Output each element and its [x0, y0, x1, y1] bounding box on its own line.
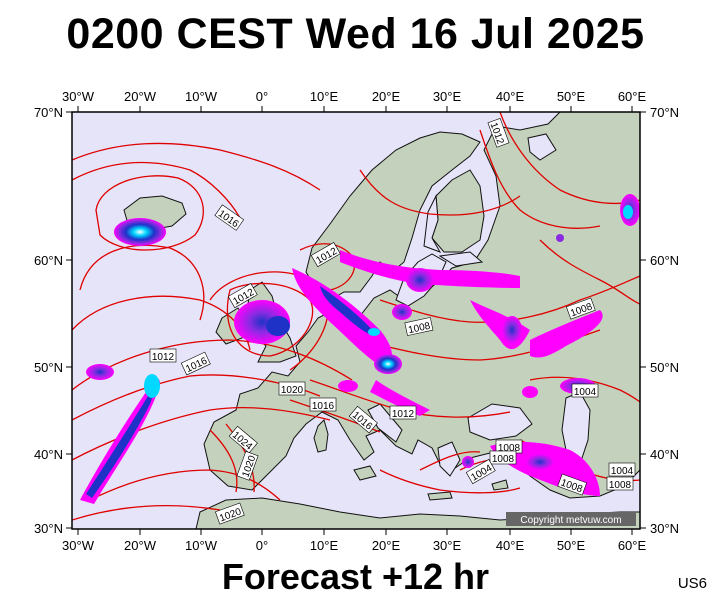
- lon-label: 0°: [256, 89, 268, 104]
- product-code: US6: [677, 575, 707, 592]
- lon-label: 10°W: [185, 538, 218, 553]
- isobar-label: 1004: [574, 387, 597, 398]
- lat-labels-right: 70°N 60°N 50°N 40°N 30°N: [650, 105, 679, 536]
- copyright-box: Copyright metvuw.com: [506, 512, 636, 526]
- isobar-label: 1008: [609, 480, 632, 491]
- copyright-text: Copyright metvuw.com: [520, 515, 621, 526]
- lon-label: 20°W: [124, 89, 157, 104]
- map-border: [71, 111, 641, 530]
- lon-label: 20°W: [124, 538, 157, 553]
- precipitation: [80, 194, 640, 504]
- lon-label: 10°E: [310, 89, 339, 104]
- lat-label: 30°N: [34, 521, 63, 536]
- lon-label: 30°E: [433, 538, 462, 553]
- lon-labels-top: 30°W 20°W 10°W 0° 10°E 20°E 30°E 40°E 50…: [62, 89, 646, 104]
- lat-label: 60°N: [34, 253, 63, 268]
- lon-label: 10°W: [185, 89, 218, 104]
- isobar-label: 1012: [152, 352, 175, 363]
- sicily: [353, 465, 377, 481]
- lat-label: 70°N: [34, 105, 63, 120]
- lon-label: 40°E: [496, 89, 525, 104]
- lat-label: 40°N: [34, 447, 63, 462]
- lon-label: 30°W: [62, 89, 95, 104]
- forecast-label: Forecast +12 hr: [221, 556, 490, 597]
- adriatic-sea: [367, 403, 403, 443]
- lon-label: 20°E: [372, 538, 401, 553]
- lat-label: 50°N: [650, 360, 679, 375]
- isobar-label: 1008: [492, 454, 515, 465]
- lon-labels-bottom: 30°W 20°W 10°W 0° 10°E 20°E 30°E 40°E 50…: [62, 538, 646, 553]
- lat-label: 70°N: [650, 105, 679, 120]
- isobar-label: 1016: [312, 401, 335, 412]
- lon-label: 50°E: [557, 538, 586, 553]
- isobar-label: 1008: [498, 443, 521, 454]
- white-sea: [527, 133, 557, 161]
- lon-label: 20°E: [372, 89, 401, 104]
- lat-label: 60°N: [650, 253, 679, 268]
- lat-label: 40°N: [650, 447, 679, 462]
- gulf-of-finland: [438, 251, 484, 267]
- lon-label: 50°E: [557, 89, 586, 104]
- lon-label: 60°E: [618, 538, 647, 553]
- isobar-label: 1004: [611, 466, 634, 477]
- isobar-label: 1012: [392, 409, 415, 420]
- lon-label: 30°W: [62, 538, 95, 553]
- isobar-label: 1008: [407, 321, 431, 336]
- lat-label: 30°N: [650, 521, 679, 536]
- corsica-sardinia: [313, 419, 329, 453]
- isobar-label: 1020: [281, 385, 304, 396]
- gulf-of-bothnia: [423, 194, 442, 253]
- aegean-sea: [437, 441, 461, 477]
- axis-ticks: [66, 106, 646, 535]
- lat-label: 50°N: [34, 360, 63, 375]
- lon-label: 0°: [256, 538, 268, 553]
- isobar-labels: 1012 1016 1012 1012 1008 1008 1012 1016 …: [149, 118, 636, 525]
- lat-labels-left: 70°N 60°N 50°N 40°N 30°N: [34, 105, 63, 536]
- lon-label: 40°E: [496, 538, 525, 553]
- black-sea: [467, 403, 533, 441]
- lon-label: 10°E: [310, 538, 339, 553]
- chart-title: 0200 CEST Wed 16 Jul 2025: [66, 10, 645, 58]
- crete: [427, 491, 453, 501]
- lon-label: 30°E: [433, 89, 462, 104]
- cyprus: [491, 479, 509, 491]
- lon-label: 60°E: [618, 89, 647, 104]
